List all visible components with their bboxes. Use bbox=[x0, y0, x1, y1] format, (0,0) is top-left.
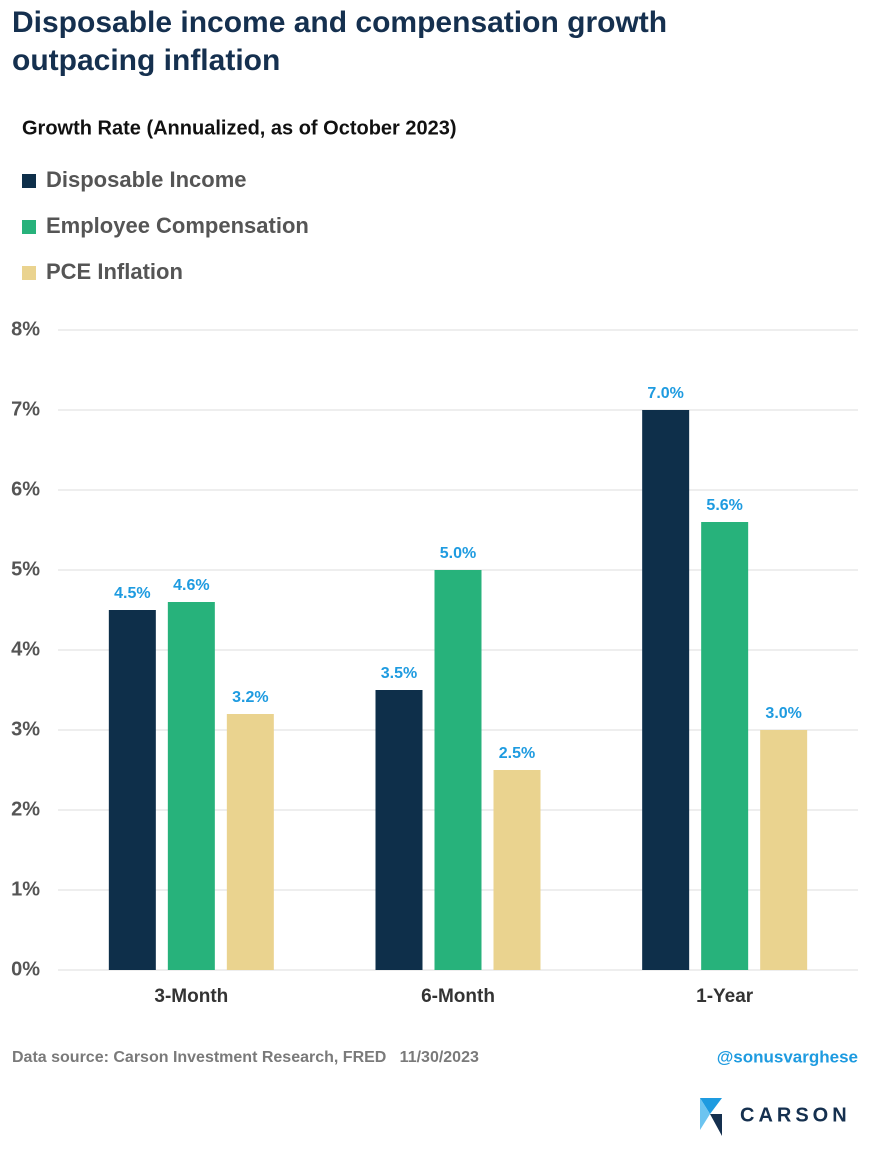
legend-swatch bbox=[22, 174, 36, 188]
y-tick-label: 2% bbox=[11, 798, 40, 820]
x-tick-label: 6-Month bbox=[421, 986, 495, 1007]
legend-swatch bbox=[22, 220, 36, 234]
bar bbox=[167, 602, 215, 970]
chart-title: outpacing inflation bbox=[12, 44, 280, 77]
source-note: Data source: Carson Investment Research,… bbox=[12, 1049, 479, 1066]
bar bbox=[701, 522, 749, 970]
logo-mark bbox=[700, 1098, 722, 1136]
legend-swatch bbox=[22, 266, 36, 280]
value-label: 5.0% bbox=[440, 545, 476, 562]
y-tick-label: 7% bbox=[11, 398, 40, 420]
value-label: 7.0% bbox=[647, 385, 683, 402]
value-label: 4.6% bbox=[173, 577, 209, 594]
bar bbox=[760, 730, 808, 970]
value-label: 2.5% bbox=[499, 745, 535, 762]
bar bbox=[434, 570, 482, 970]
y-tick-label: 3% bbox=[11, 718, 40, 740]
bar bbox=[226, 714, 274, 970]
value-label: 3.5% bbox=[381, 665, 417, 682]
logo-text: CARSON bbox=[740, 1104, 851, 1126]
bar bbox=[375, 690, 423, 970]
chart-title: Disposable income and compensation growt… bbox=[12, 6, 667, 39]
bar bbox=[108, 610, 156, 970]
handle: @sonusvarghese bbox=[717, 1047, 858, 1066]
value-label: 3.0% bbox=[765, 705, 801, 722]
y-tick-label: 4% bbox=[11, 638, 40, 660]
x-tick-label: 3-Month bbox=[154, 986, 228, 1007]
y-tick-label: 0% bbox=[11, 958, 40, 980]
legend-label: Employee Compensation bbox=[46, 213, 309, 238]
legend-label: Disposable Income bbox=[46, 167, 247, 192]
legend-label: PCE Inflation bbox=[46, 259, 183, 284]
bar bbox=[642, 410, 690, 970]
value-label: 5.6% bbox=[706, 497, 742, 514]
value-label: 3.2% bbox=[232, 689, 268, 706]
value-label: 4.5% bbox=[114, 585, 150, 602]
bar bbox=[493, 770, 541, 970]
chart-subtitle: Growth Rate (Annualized, as of October 2… bbox=[22, 117, 457, 139]
y-tick-label: 5% bbox=[11, 558, 40, 580]
x-tick-label: 1-Year bbox=[696, 986, 754, 1007]
y-tick-label: 8% bbox=[11, 318, 40, 340]
y-tick-label: 1% bbox=[11, 878, 40, 900]
y-tick-label: 6% bbox=[11, 478, 40, 500]
